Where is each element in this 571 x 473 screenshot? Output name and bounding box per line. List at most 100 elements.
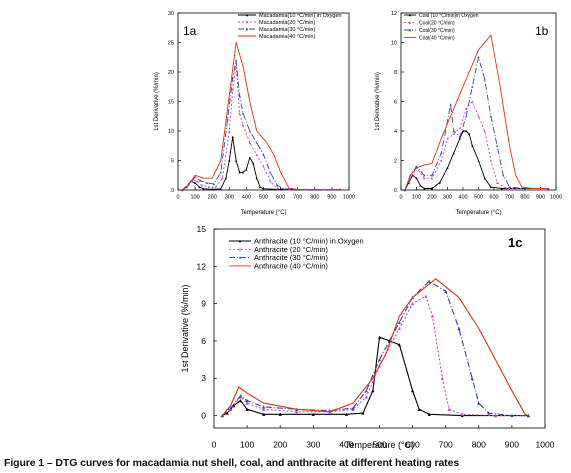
chart-panel-1c: 0 100 200 300 400 500 600 700 800 900 1000 0 3 6 9 12 15… bbox=[180, 224, 555, 450]
x-tick-label: 400 bbox=[242, 195, 251, 201]
data-point bbox=[181, 188, 184, 192]
legend-marker bbox=[238, 239, 242, 243]
data-point bbox=[258, 185, 262, 189]
data-point bbox=[278, 412, 282, 416]
y-axis-label: 1st Derivative (%/min) bbox=[154, 72, 160, 131]
y-tick-label: 0 bbox=[394, 188, 397, 194]
data-point bbox=[471, 100, 474, 103]
y-tick-label: 15 bbox=[197, 224, 207, 234]
legend-label: Macadamia(40 °C/min) bbox=[259, 34, 315, 40]
x-tick-label: 0 bbox=[176, 195, 179, 201]
data-point bbox=[452, 152, 455, 155]
y-tick-label: 2 bbox=[394, 158, 397, 164]
y-tick-label: 0 bbox=[171, 188, 174, 194]
x-tick-label: 400 bbox=[458, 195, 467, 201]
series-line-2 bbox=[221, 295, 529, 417]
data-point bbox=[245, 401, 249, 405]
data-point bbox=[411, 174, 414, 177]
y-tick-label: 20 bbox=[168, 70, 174, 76]
data-point bbox=[262, 412, 266, 416]
data-point bbox=[262, 165, 265, 168]
data-point bbox=[344, 412, 348, 416]
data-point bbox=[458, 135, 461, 138]
x-tick-label: 200 bbox=[208, 195, 217, 201]
data-point bbox=[269, 171, 272, 174]
data-point bbox=[423, 177, 426, 180]
legend-label: Coal (10 °C/min)in Oxygen bbox=[419, 13, 479, 19]
x-tick-label: 900 bbox=[505, 440, 519, 450]
data-point bbox=[269, 180, 272, 183]
data-point bbox=[238, 94, 241, 97]
data-point bbox=[377, 357, 382, 362]
y-tick-label: 25 bbox=[168, 40, 174, 46]
data-point bbox=[465, 115, 468, 118]
data-point bbox=[487, 411, 491, 415]
data-point bbox=[207, 185, 210, 189]
data-point bbox=[446, 166, 449, 169]
data-point bbox=[339, 188, 342, 191]
series-line-4 bbox=[404, 34, 549, 191]
legend-label: Coal(30 °C/min) bbox=[419, 28, 455, 34]
x-tick-label: 300 bbox=[443, 195, 452, 201]
y-axis-label: 1st Derivative (%/min) bbox=[180, 284, 190, 372]
data-point bbox=[248, 141, 251, 144]
series-line-1 bbox=[404, 130, 549, 191]
data-point bbox=[493, 413, 497, 418]
x-tick-label: 100 bbox=[191, 195, 200, 201]
data-point bbox=[430, 314, 435, 318]
data-point bbox=[377, 335, 382, 339]
data-point bbox=[510, 413, 514, 418]
data-point bbox=[248, 129, 251, 133]
data-point bbox=[440, 376, 444, 380]
panel-label: 1b bbox=[535, 24, 549, 38]
data-point bbox=[411, 302, 415, 306]
y-tick-label: 6 bbox=[201, 336, 206, 346]
y-tick-label: 10 bbox=[168, 129, 174, 135]
data-point bbox=[228, 406, 233, 410]
data-point bbox=[430, 174, 434, 177]
data-point bbox=[200, 184, 204, 187]
y-tick-label: 15 bbox=[168, 99, 174, 105]
series-line-3 bbox=[221, 280, 529, 417]
x-tick-label: 800 bbox=[472, 440, 486, 450]
x-tick-label: 0 bbox=[399, 195, 402, 201]
x-tick-label: 1000 bbox=[550, 195, 562, 201]
x-tick-label: 1000 bbox=[536, 440, 555, 450]
legend-label: Macadamia(30 °C/min) bbox=[259, 27, 315, 33]
data-point bbox=[417, 407, 421, 411]
legend-marker bbox=[238, 256, 242, 259]
data-point bbox=[226, 118, 229, 121]
x-tick-label: 400 bbox=[339, 440, 353, 450]
data-point bbox=[199, 179, 202, 182]
y-tick-label: 10 bbox=[391, 40, 397, 46]
panel-label: 1a bbox=[183, 24, 197, 38]
x-tick-label: 800 bbox=[310, 195, 319, 201]
data-point bbox=[489, 159, 492, 162]
y-tick-label: 12 bbox=[197, 261, 207, 271]
chart-panel-1b: 0 100 200 300 400 500 600 700 800 900 1000 0 2 4 6 8 10 1… bbox=[375, 11, 562, 216]
data-point bbox=[262, 405, 266, 409]
data-point bbox=[252, 162, 255, 165]
data-point bbox=[221, 177, 224, 180]
data-point bbox=[225, 411, 229, 415]
x-tick-label: 500 bbox=[259, 195, 268, 201]
data-point bbox=[311, 412, 315, 416]
data-point bbox=[496, 144, 499, 147]
x-tick-label: 500 bbox=[372, 440, 386, 450]
legend-label: Coal(20 °C/min) bbox=[419, 20, 455, 26]
x-tick-label: 600 bbox=[276, 195, 285, 201]
data-point bbox=[241, 171, 245, 174]
data-point bbox=[460, 412, 464, 416]
data-point bbox=[483, 177, 486, 180]
legend-marker bbox=[245, 13, 249, 17]
data-point bbox=[403, 188, 406, 192]
data-point bbox=[248, 156, 251, 159]
data-point bbox=[241, 124, 245, 127]
data-point bbox=[214, 185, 217, 189]
x-tick-label: 200 bbox=[273, 440, 287, 450]
data-point bbox=[483, 129, 486, 133]
data-point bbox=[523, 187, 527, 190]
legend-label: Anthracite (30 °C/min) bbox=[254, 253, 328, 262]
